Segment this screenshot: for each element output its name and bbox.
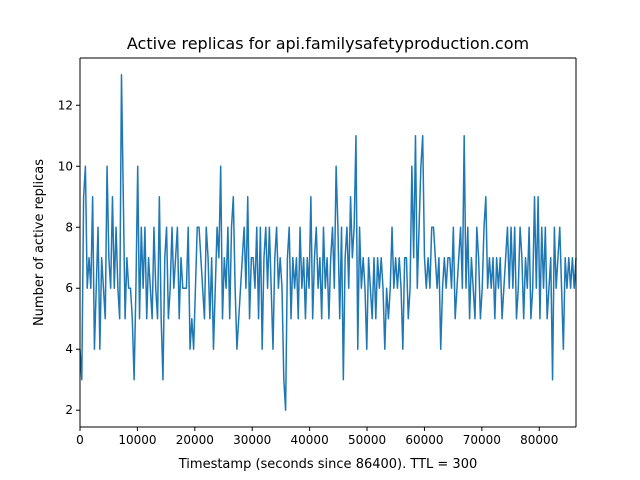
x-tick-label: 10000 <box>118 433 156 447</box>
x-tick-label: 70000 <box>463 433 501 447</box>
y-tick-label: 4 <box>65 342 73 356</box>
series-line-0 <box>79 74 577 411</box>
x-tick-label: 30000 <box>233 433 271 447</box>
y-tick-label: 12 <box>58 98 73 112</box>
y-tick-label: 6 <box>65 281 73 295</box>
y-axis-ticks: 2 4 6 8 10 12 <box>58 98 80 417</box>
x-axis-ticks: 0 10000 20000 30000 40000 50000 60000 70000 8000… <box>76 427 558 447</box>
x-tick-label: 50000 <box>348 433 386 447</box>
x-tick-label: 40000 <box>291 433 329 447</box>
x-tick-label: 80000 <box>520 433 558 447</box>
chart-title: Active replicas for api.familysafetyprod… <box>127 34 529 53</box>
y-tick-label: 10 <box>58 159 73 173</box>
y-tick-label: 2 <box>65 403 73 417</box>
x-tick-label: 0 <box>76 433 84 447</box>
y-axis-label: Number of active replicas <box>32 159 47 326</box>
y-tick-label: 8 <box>65 220 73 234</box>
x-tick-label: 20000 <box>176 433 214 447</box>
x-tick-label: 60000 <box>405 433 443 447</box>
axes-frame <box>79 57 577 428</box>
series-layer <box>79 74 577 411</box>
x-axis-label: Timestamp (seconds since 86400). TTL = 3… <box>178 457 478 472</box>
